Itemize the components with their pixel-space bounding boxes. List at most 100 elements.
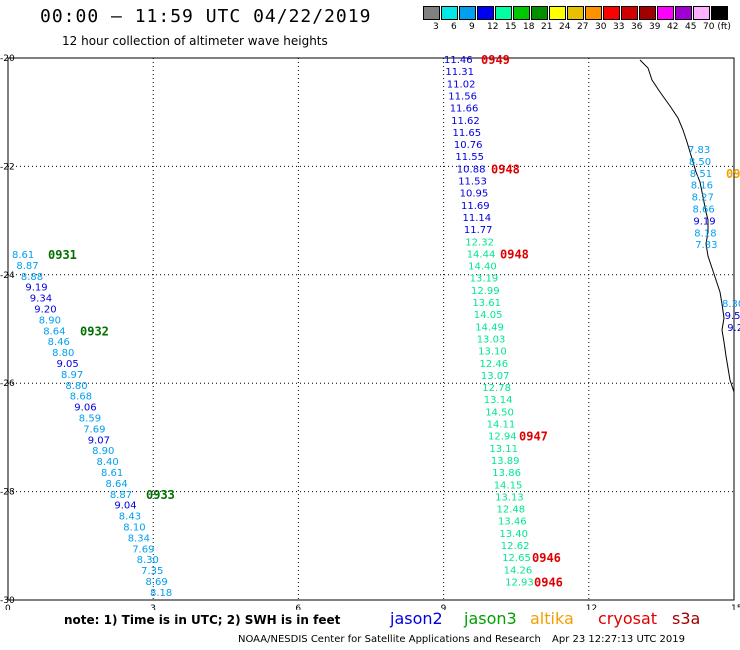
wave-height-value: 12.93	[505, 578, 534, 589]
wave-height-value: 9.07	[88, 435, 110, 446]
wave-height-value: 11.65	[453, 128, 482, 139]
wave-height-value: 8.50	[689, 157, 711, 168]
wave-height-value: 11.53	[458, 177, 487, 188]
color-scale-label: 27	[577, 22, 589, 32]
wave-height-value: 13.86	[492, 468, 521, 479]
wave-height-value: 7.83	[688, 145, 710, 156]
units-note: note: 1) Time is in UTC; 2) SWH is in fe…	[64, 613, 341, 627]
color-swatch	[477, 6, 494, 20]
wave-height-value: 11.02	[447, 79, 476, 90]
longitude-tick-label: 6	[295, 604, 301, 610]
wave-height-value: 12.48	[497, 505, 526, 516]
latitude-tick-label: -24	[0, 271, 15, 281]
wave-height-value: 9.19	[693, 216, 715, 227]
wave-height-value: 14.50	[485, 407, 514, 418]
longitude-tick-label: 3	[150, 604, 156, 610]
color-scale-label: 12	[487, 22, 499, 32]
latitude-tick-label: -30	[0, 596, 15, 606]
wave-height-value: 9.05	[57, 359, 79, 370]
wave-height-value: 12.32	[465, 237, 494, 248]
color-swatch	[441, 6, 458, 20]
color-swatch	[495, 6, 512, 20]
color-swatch	[459, 6, 476, 20]
wave-height-value: 14.26	[504, 565, 533, 576]
wave-height-value: 7.69	[83, 424, 105, 435]
color-scale-label: 42	[667, 22, 679, 32]
color-swatch	[549, 6, 566, 20]
legend-entry-altika: altika	[530, 609, 574, 628]
wave-height-value: 14.15	[494, 480, 523, 491]
wave-height-value: 14.40	[468, 262, 497, 273]
latitude-tick-label: -22	[0, 162, 15, 172]
wave-height-value: 10.76	[454, 140, 483, 151]
latitude-tick-label: -20	[0, 54, 15, 64]
color-scale-label: 30	[595, 22, 607, 32]
wave-height-value: 13.03	[477, 334, 506, 345]
wave-height-value: 14.05	[474, 310, 503, 321]
generated-timestamp: Apr 23 12:27:13 UTC 2019	[552, 634, 685, 645]
wave-height-value: 13.14	[484, 395, 513, 406]
color-swatch	[639, 6, 656, 20]
wave-height-value: 9.5	[725, 311, 740, 322]
wave-height-value: 9.2	[727, 323, 740, 334]
wave-height-value: 11.69	[461, 201, 490, 212]
latitude-tick-label: -28	[0, 488, 15, 498]
wave-height-value: 12.62	[501, 541, 530, 552]
color-scale-label: 24	[559, 22, 571, 32]
coastline	[639, 59, 735, 393]
color-swatch	[531, 6, 548, 20]
wave-height-value: 8.10	[123, 523, 145, 534]
wave-height-value: 8.90	[39, 315, 61, 326]
wave-height-value: 11.56	[448, 92, 477, 103]
wave-height-value: 8.87	[16, 261, 38, 272]
color-swatch	[693, 6, 710, 20]
wave-height-value: 13.46	[498, 517, 527, 528]
color-scale-label: 9	[469, 22, 475, 32]
map-subtitle: 12 hour collection of altimeter wave hei…	[62, 34, 328, 48]
wave-height-value: 8.97	[61, 370, 83, 381]
wave-height-value: 12.65	[502, 553, 531, 564]
pass-time-label: 0932	[80, 324, 109, 338]
wave-height-value: 11.62	[451, 116, 480, 127]
wave-height-value: 10.95	[460, 189, 489, 200]
longitude-tick-label: 15	[731, 604, 740, 610]
wave-height-value: 8.27	[692, 193, 714, 204]
color-swatch	[513, 6, 530, 20]
wave-height-value: 8.34	[128, 533, 150, 544]
wave-height-value: 8.18	[150, 588, 172, 599]
color-scale-label: 21	[541, 22, 553, 32]
wave-height-value: 8.61	[12, 250, 34, 261]
color-scale-label: 3	[433, 22, 439, 32]
wave-height-value: 14.11	[487, 420, 516, 431]
color-swatch	[585, 6, 602, 20]
wave-height-value: 13.10	[478, 347, 507, 358]
axis-ticks: 0 3 6 9 12 15 -20 -22 -24 -26 -28 -30	[0, 54, 740, 610]
wave-height-value: 11.55	[455, 152, 484, 163]
wave-height-value: 8.30	[722, 299, 740, 310]
color-scale-label: 33	[613, 22, 625, 32]
grid-lines	[8, 58, 734, 600]
wave-height-value: 8.80	[65, 381, 87, 392]
pass-time-label: 0933	[146, 488, 175, 502]
longitude-tick-label: 9	[441, 604, 447, 610]
wave-height-value: 9.20	[34, 305, 56, 316]
color-swatch	[711, 6, 728, 20]
wave-height-value: 13.11	[489, 444, 518, 455]
wave-height-map: 0 3 6 9 12 15-20-22-24-26-28-30 8.618.878.889…	[0, 53, 740, 610]
wave-height-value: 11.66	[450, 104, 479, 115]
wave-height-value: 8.40	[97, 457, 119, 468]
color-swatch	[567, 6, 584, 20]
wave-height-value: 8.30	[137, 555, 159, 566]
wave-height-value: 13.19	[470, 274, 499, 285]
map-frame	[7, 57, 735, 601]
wave-height-value: 11.14	[463, 213, 492, 224]
wave-height-value: 9.34	[30, 294, 52, 305]
pass-time-label: 0946	[534, 576, 563, 590]
wave-height-value: 9.06	[74, 403, 96, 414]
pass-time-label: 0949	[481, 53, 510, 67]
wave-height-value: 13.07	[481, 371, 510, 382]
wave-height-value: 8.64	[43, 326, 65, 337]
wave-height-value: 10.88	[457, 164, 486, 175]
wave-height-value: 8.88	[21, 272, 43, 283]
wave-height-value: 12.78	[482, 383, 511, 394]
